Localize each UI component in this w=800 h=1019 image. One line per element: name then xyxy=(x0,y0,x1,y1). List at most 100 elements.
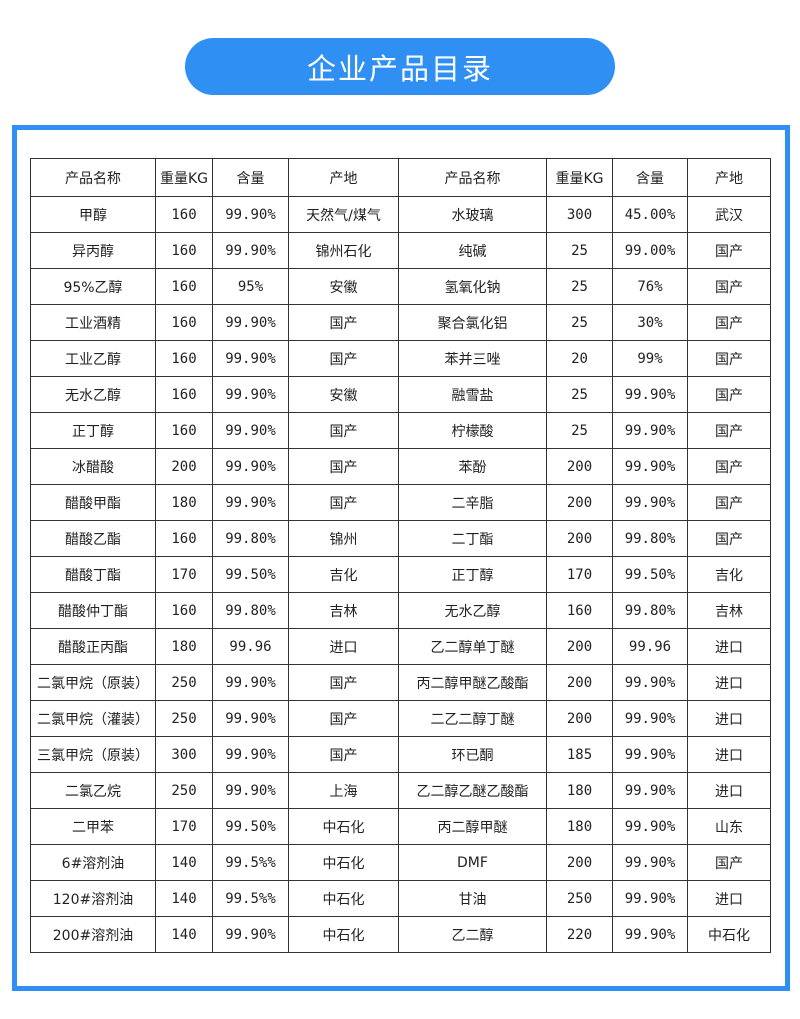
cell-product-name: 120#溶剂油 xyxy=(30,880,156,917)
cell-content: 99.90% xyxy=(612,916,688,953)
cell-weight-kg: 180 xyxy=(546,808,613,845)
cell-origin: 中石化 xyxy=(288,880,399,917)
cell-product-name: 二辛脂 xyxy=(398,484,547,521)
cell-weight-kg: 160 xyxy=(155,412,213,449)
table-row: 醋酸乙酯 160 99.80% 锦州 二丁酯 200 99.80% 国产 xyxy=(30,520,771,557)
cell-product-name: 6#溶剂油 xyxy=(30,844,156,881)
cell-product-name: 乙二醇单丁醚 xyxy=(398,628,547,665)
cell-product-name: 醋酸丁酯 xyxy=(30,556,156,593)
table-row: 无水乙醇 160 99.90% 安徽 融雪盐 25 99.90% 国产 xyxy=(30,376,771,413)
cell-origin: 国产 xyxy=(687,844,771,881)
cell-content: 99.96 xyxy=(612,628,688,665)
cell-weight-kg: 160 xyxy=(155,592,213,629)
cell-origin: 武汉 xyxy=(687,196,771,233)
table-row: 二氯甲烷（原装） 250 99.90% 国产 丙二醇甲醚乙酸酯 200 99.90% 进口 xyxy=(30,664,771,701)
cell-weight-kg: 200 xyxy=(546,664,613,701)
table-row: 三氯甲烷（原装） 300 99.90% 国产 环已酮 185 99.90% 进口 xyxy=(30,736,771,773)
table-row: 120#溶剂油 140 99.5%% 中石化 甘油 250 99.90% 进口 xyxy=(30,880,771,917)
cell-content: 99.90% xyxy=(212,484,289,521)
cell-content: 99.80% xyxy=(612,520,688,557)
cell-product-name: 二丁酯 xyxy=(398,520,547,557)
cell-weight-kg: 20 xyxy=(546,340,613,377)
cell-weight-kg: 160 xyxy=(155,196,213,233)
cell-product-name: DMF xyxy=(398,844,547,881)
cell-content: 99.90% xyxy=(612,772,688,809)
cell-origin: 中石化 xyxy=(687,916,771,953)
cell-content: 99.90% xyxy=(212,448,289,485)
cell-weight-kg: 160 xyxy=(155,268,213,305)
cell-product-name: 二氯甲烷（原装） xyxy=(30,664,156,701)
table-row: 二甲苯 170 99.50% 中石化 丙二醇甲醚 180 99.90% 山东 xyxy=(30,808,771,845)
cell-origin: 吉林 xyxy=(687,592,771,629)
cell-origin: 中石化 xyxy=(288,916,399,953)
cell-content: 99.50% xyxy=(212,808,289,845)
cell-origin: 进口 xyxy=(687,700,771,737)
product-catalog-table: 产品名称 重量KG 含量 产地 产品名称 重量KG 含量 产地 甲醇 160 99.90% 天然气/煤… xyxy=(30,158,771,953)
cell-origin: 国产 xyxy=(288,736,399,773)
table-row: 二氯甲烷（灌装） 250 99.90% 国产 二乙二醇丁醚 200 99.90% 进口 xyxy=(30,700,771,737)
cell-content: 99.90% xyxy=(212,916,289,953)
cell-origin: 国产 xyxy=(687,232,771,269)
cell-product-name: 丙二醇甲醚乙酸酯 xyxy=(398,664,547,701)
cell-weight-kg: 300 xyxy=(155,736,213,773)
cell-product-name: 苯酚 xyxy=(398,448,547,485)
cell-origin: 进口 xyxy=(288,628,399,665)
cell-origin: 国产 xyxy=(687,412,771,449)
cell-content: 99.90% xyxy=(612,736,688,773)
cell-content: 99.90% xyxy=(212,196,289,233)
cell-content: 99.90% xyxy=(612,880,688,917)
cell-content: 95% xyxy=(212,268,289,305)
cell-product-name: 工业乙醇 xyxy=(30,340,156,377)
cell-weight-kg: 200 xyxy=(546,484,613,521)
cell-content: 99.50% xyxy=(212,556,289,593)
cell-origin: 中石化 xyxy=(288,808,399,845)
cell-weight-kg: 300 xyxy=(546,196,613,233)
cell-product-name: 甲醇 xyxy=(30,196,156,233)
cell-weight-kg: 180 xyxy=(546,772,613,809)
header-content: 含量 xyxy=(612,158,688,197)
cell-weight-kg: 250 xyxy=(155,700,213,737)
table-row: 二氯乙烷 250 99.90% 上海 乙二醇乙醚乙酸酯 180 99.90% 进口 xyxy=(30,772,771,809)
table-row: 甲醇 160 99.90% 天然气/煤气 水玻璃 300 45.00% 武汉 xyxy=(30,196,771,233)
table-row: 醋酸正丙酯 180 99.96 进口 乙二醇单丁醚 200 99.96 进口 xyxy=(30,628,771,665)
cell-origin: 国产 xyxy=(687,268,771,305)
cell-origin: 锦州石化 xyxy=(288,232,399,269)
table-row: 工业酒精 160 99.90% 国产 聚合氯化铝 25 30% 国产 xyxy=(30,304,771,341)
header-weight-kg: 重量KG xyxy=(155,158,213,197)
cell-content: 99.90% xyxy=(612,484,688,521)
cell-product-name: 二乙二醇丁醚 xyxy=(398,700,547,737)
cell-product-name: 二氯乙烷 xyxy=(30,772,156,809)
cell-origin: 天然气/煤气 xyxy=(288,196,399,233)
cell-weight-kg: 140 xyxy=(155,844,213,881)
cell-weight-kg: 170 xyxy=(546,556,613,593)
table-row: 工业乙醇 160 99.90% 国产 苯并三唑 20 99% 国产 xyxy=(30,340,771,377)
cell-origin: 山东 xyxy=(687,808,771,845)
cell-content: 99.90% xyxy=(612,808,688,845)
cell-origin: 国产 xyxy=(687,448,771,485)
cell-content: 99.90% xyxy=(212,412,289,449)
header-origin: 产地 xyxy=(288,158,399,197)
cell-content: 99.00% xyxy=(612,232,688,269)
cell-content: 99.90% xyxy=(612,376,688,413)
cell-content: 99.90% xyxy=(612,664,688,701)
header-weight-kg: 重量KG xyxy=(546,158,613,197)
table-row: 正丁醇 160 99.90% 国产 柠檬酸 25 99.90% 国产 xyxy=(30,412,771,449)
cell-content: 99.90% xyxy=(612,844,688,881)
cell-product-name: 无水乙醇 xyxy=(398,592,547,629)
cell-weight-kg: 185 xyxy=(546,736,613,773)
cell-weight-kg: 170 xyxy=(155,808,213,845)
cell-origin: 国产 xyxy=(288,484,399,521)
cell-origin: 国产 xyxy=(288,340,399,377)
table-header-row: 产品名称 重量KG 含量 产地 产品名称 重量KG 含量 产地 xyxy=(30,158,771,197)
cell-product-name: 醋酸甲酯 xyxy=(30,484,156,521)
cell-origin: 进口 xyxy=(687,736,771,773)
cell-weight-kg: 220 xyxy=(546,916,613,953)
cell-origin: 国产 xyxy=(687,304,771,341)
cell-product-name: 柠檬酸 xyxy=(398,412,547,449)
cell-product-name: 环已酮 xyxy=(398,736,547,773)
cell-product-name: 醋酸仲丁酯 xyxy=(30,592,156,629)
cell-origin: 国产 xyxy=(687,340,771,377)
cell-product-name: 三氯甲烷（原装） xyxy=(30,736,156,773)
cell-weight-kg: 160 xyxy=(155,376,213,413)
cell-product-name: 纯碱 xyxy=(398,232,547,269)
